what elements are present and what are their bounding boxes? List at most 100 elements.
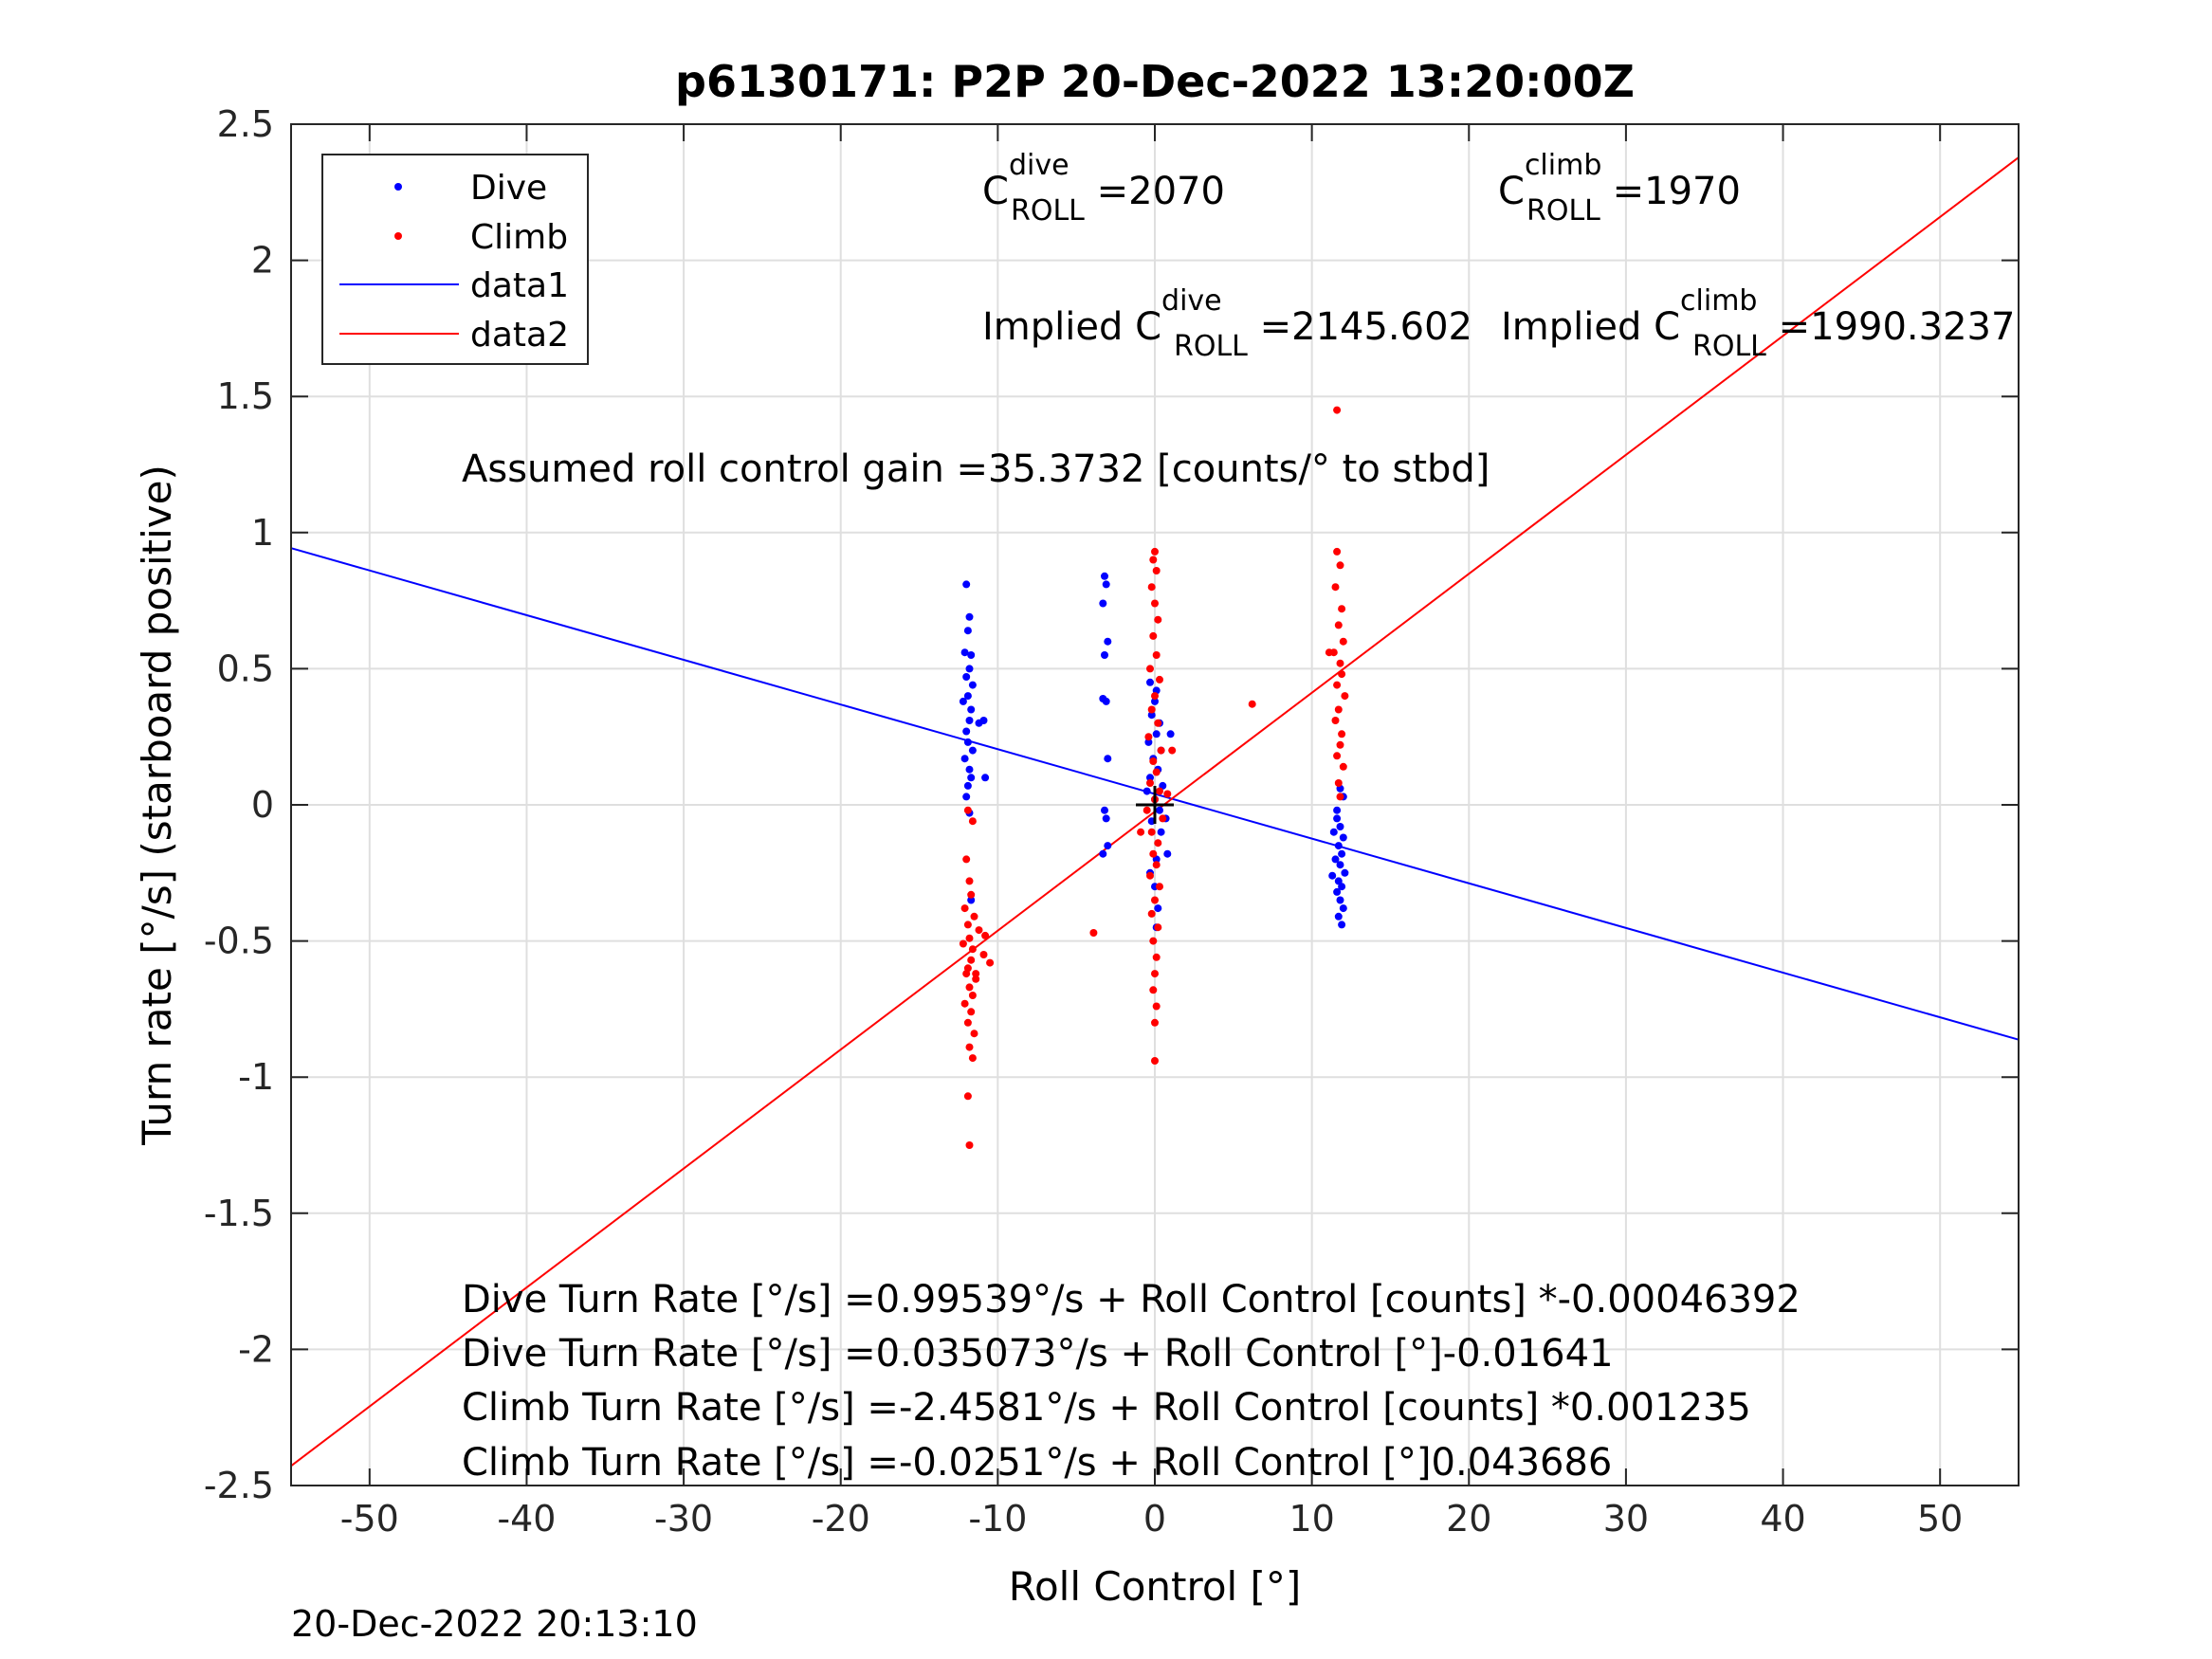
point-climb [965, 983, 974, 992]
point-climb [1152, 651, 1161, 659]
point-climb [1151, 970, 1159, 978]
point-climb [1156, 787, 1163, 795]
point-dive [1334, 842, 1343, 850]
point-dive [1146, 774, 1154, 782]
legend-dive-label: Dive [470, 169, 547, 208]
point-climb [1089, 929, 1098, 937]
point-climb [1339, 762, 1347, 771]
legend-box [321, 154, 589, 365]
point-climb [1149, 757, 1158, 765]
point-dive [1339, 833, 1347, 842]
point-climb [1338, 730, 1346, 738]
point-dive [1334, 877, 1343, 885]
point-dive [962, 727, 971, 736]
point-dive [1336, 861, 1344, 869]
y-tick-label: -1.5 [204, 1193, 274, 1234]
point-dive [1104, 842, 1112, 850]
point-climb [981, 931, 990, 939]
point-climb [963, 1092, 972, 1101]
point-climb [1159, 814, 1167, 823]
y-tick-label: 2.5 [217, 103, 274, 145]
point-climb [1151, 547, 1159, 556]
point-dive [1333, 806, 1342, 814]
point-dive [959, 697, 967, 705]
x-tick-label: -30 [654, 1498, 713, 1540]
y-tick-label: -0.5 [204, 921, 274, 962]
point-dive [1146, 678, 1154, 686]
point-climb [960, 904, 969, 913]
point-climb [972, 970, 980, 978]
point-climb [1325, 648, 1333, 657]
point-dive [965, 717, 974, 724]
point-climb [1146, 779, 1154, 787]
point-dive [962, 673, 971, 681]
equation-dive-counts: Dive Turn Rate [°/s] =0.99539°/s + Roll … [462, 1278, 1801, 1322]
legend-data1-label: data1 [470, 266, 569, 305]
y-tick-label: 0 [251, 784, 274, 826]
point-dive [965, 612, 974, 621]
y-tick-label: -2.5 [204, 1465, 274, 1506]
point-climb [1336, 561, 1344, 570]
c-roll-climb-annotation: Cclimb ROLL =1970 [1498, 149, 1741, 228]
point-dive [979, 717, 988, 724]
point-climb [1339, 637, 1347, 646]
point-dive [1163, 849, 1172, 858]
point-dive [963, 738, 972, 746]
point-dive [967, 896, 976, 904]
point-climb [1334, 705, 1343, 714]
point-dive [967, 651, 976, 659]
roll-gain-annotation: Assumed roll control gain =35.3732 [coun… [462, 447, 1490, 491]
point-climb [1149, 937, 1158, 945]
point-climb [970, 1030, 978, 1038]
implied-c-roll-dive-annotation: Implied Cdive ROLL =2145.602 [982, 284, 1472, 363]
point-climb [968, 1054, 977, 1063]
equation-dive-degrees: Dive Turn Rate [°/s] =0.035073°/s + Roll… [462, 1332, 1614, 1376]
implied-c-roll-climb-annotation: Implied Cclimb ROLL =1990.3237 [1501, 284, 2015, 363]
point-dive [1144, 738, 1153, 746]
point-dive [1099, 849, 1107, 858]
point-climb [965, 877, 974, 885]
legend-dive-marker [394, 183, 402, 191]
point-climb [1336, 659, 1344, 667]
point-dive [967, 774, 976, 782]
point-climb [1333, 681, 1342, 689]
point-dive [1331, 855, 1340, 864]
point-dive [1157, 828, 1165, 836]
y-axis-label: Turn rate [°/s] (starboard positive) [134, 465, 180, 1146]
point-dive [965, 765, 974, 774]
point-climb [1338, 670, 1346, 679]
point-dive [960, 755, 969, 763]
y-tick-label: 2 [251, 240, 274, 282]
point-dive [1333, 814, 1342, 823]
point-climb [1146, 665, 1154, 673]
point-dive [981, 774, 990, 782]
point-climb [1154, 923, 1162, 932]
point-dive [1101, 572, 1108, 580]
point-dive [1101, 806, 1108, 814]
equation-climb-counts: Climb Turn Rate [°/s] =-2.4581°/s + Roll… [462, 1386, 1751, 1430]
scatter-points [959, 406, 1349, 1149]
x-tick-label: 40 [1760, 1498, 1805, 1540]
point-dive [1151, 697, 1159, 705]
point-climb [968, 992, 977, 999]
point-climb [962, 970, 971, 978]
point-dive [1328, 871, 1337, 880]
footer-timestamp: 20-Dec-2022 20:13:10 [291, 1603, 698, 1645]
point-climb [1336, 793, 1344, 801]
point-climb [1334, 779, 1343, 787]
point-climb [1152, 861, 1161, 869]
point-climb [1151, 1057, 1159, 1065]
point-climb [975, 926, 983, 935]
point-climb [1338, 605, 1346, 613]
point-climb [1156, 675, 1163, 684]
point-dive [1341, 868, 1349, 877]
point-dive [1147, 711, 1156, 720]
point-climb [979, 951, 988, 958]
point-climb [1152, 953, 1161, 961]
point-dive [1338, 921, 1346, 929]
point-climb [1151, 692, 1159, 701]
point-climb [970, 912, 978, 921]
point-dive [1102, 814, 1110, 823]
point-climb [967, 890, 976, 899]
